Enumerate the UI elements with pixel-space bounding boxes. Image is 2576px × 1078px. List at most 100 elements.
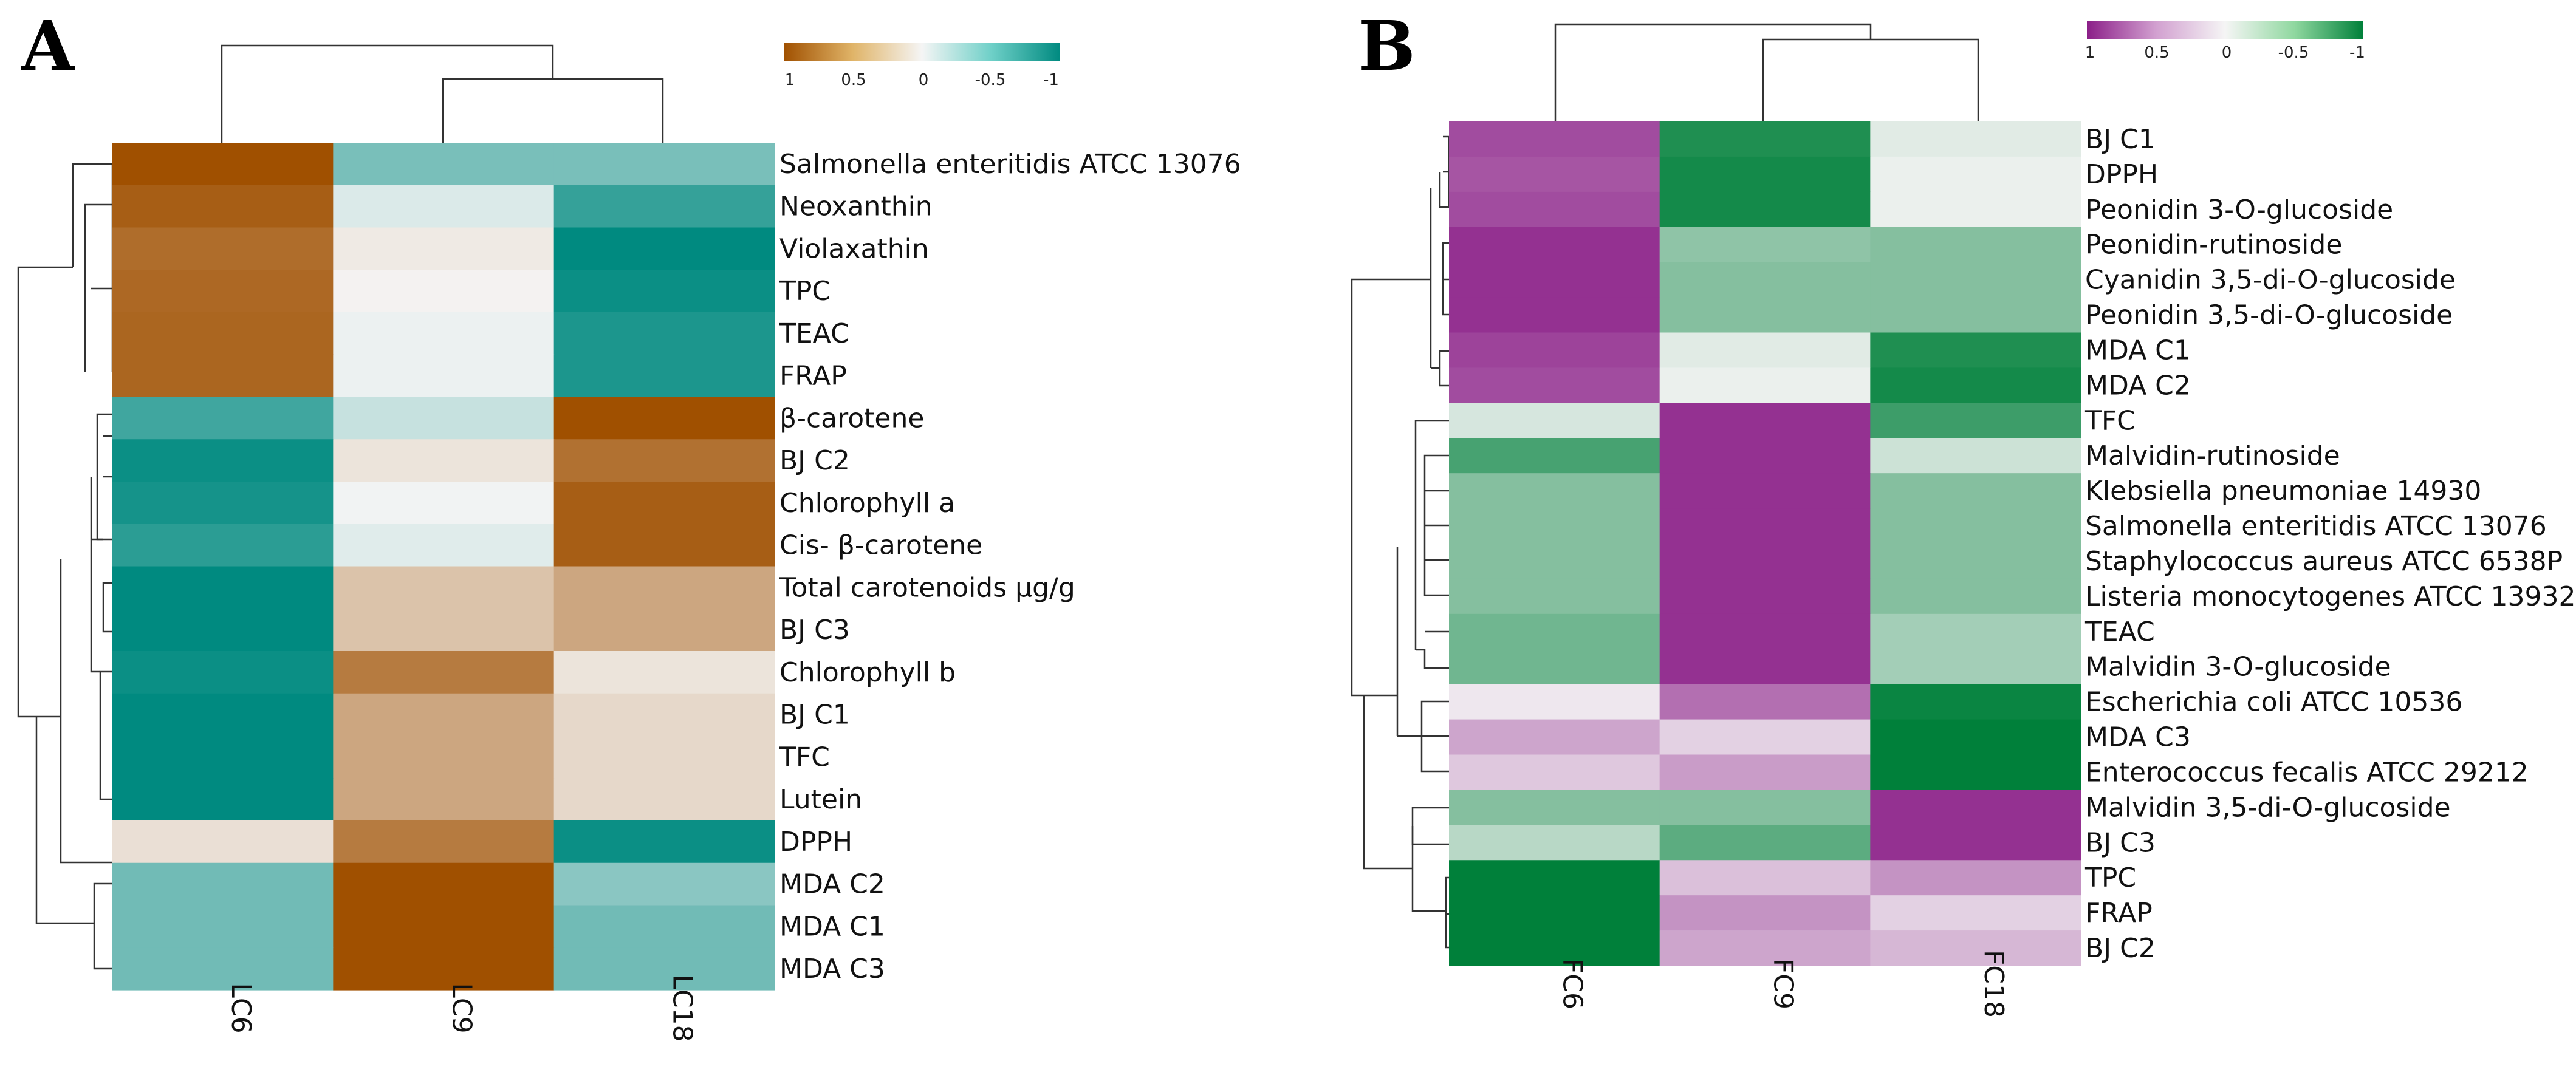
panel-b-cell: [1870, 825, 2081, 861]
panel-a-cell: [333, 820, 555, 864]
panel-b-column-label: FC6: [1557, 958, 1588, 1009]
panel-a-row-dendrogram: [17, 163, 114, 970]
panel-b-row-label: TPC: [2084, 862, 2136, 893]
panel-a-column-label: LC18: [667, 974, 698, 1042]
panel-b-cell: [1449, 332, 1660, 369]
panel-a-cell: [112, 185, 334, 228]
panel-b-column-label: FC9: [1767, 958, 1798, 1009]
panel-a-cell: [333, 397, 555, 440]
panel-a-cell: [112, 143, 334, 186]
panel-a-cell: [112, 270, 334, 313]
panel-b-row-label: Malvidin 3,5-di-O-glucoside: [2085, 792, 2451, 823]
panel-a-cell: [553, 862, 775, 906]
panel-a-cell: [112, 778, 334, 821]
panel-a-cell: [112, 651, 334, 694]
panel-b-column-labels: FC6 FC9 FC18: [1557, 950, 2009, 1018]
panel-a-legend-gradient: [784, 43, 1060, 61]
panel-a-row-label: DPPH: [779, 827, 852, 858]
panel-b-cell: [1449, 227, 1660, 263]
panel-b-cell: [1870, 649, 2081, 685]
panel-b-row-label: MDA C2: [2085, 370, 2191, 401]
panel-b-cell: [1659, 860, 1871, 896]
panel-a-row-label: TPC: [779, 276, 831, 307]
panel-b-row-label: Cyanidin 3,5-di-O-glucoside: [2085, 265, 2456, 296]
panel-a-cell: [112, 354, 334, 398]
panel-b-row-label: Staphylococcus aureus ATCC 6538P: [2085, 546, 2563, 577]
panel-b-cell: [1659, 438, 1871, 474]
panel-a-cell: [333, 524, 555, 567]
panel-a-cell: [553, 905, 775, 948]
panel-a-cell: [112, 312, 334, 355]
panel-a-cell: [112, 439, 334, 482]
panel-b-legend-tick: 0: [2222, 44, 2232, 62]
panel-a-row-label: Salmonella enteritidis ATCC 13076: [779, 149, 1241, 180]
panel-b-row-label: BJ C3: [2085, 827, 2156, 858]
panel-a-cell: [553, 143, 775, 186]
panel-a-cell: [333, 862, 555, 906]
panel-b-row-label: Peonidin 3-O-glucoside: [2085, 194, 2393, 225]
panel-b-row-dendrogram: [1351, 135, 1450, 949]
panel-b-row-label: MDA C1: [2085, 335, 2191, 366]
panel-a-cell: [333, 609, 555, 652]
panel-b-column-label: FC18: [1978, 950, 2009, 1018]
panel-a-cells: [112, 143, 775, 991]
panel-b-cell: [1870, 367, 2081, 403]
panel-b-row-labels: BJ C1 DPPH Peonidin 3-O-glucoside Peonidin-…: [2084, 124, 2576, 964]
panel-b-cell: [1449, 649, 1660, 685]
panel-a-cell: [553, 693, 775, 737]
panel-a-row-label: Total carotenoids μg/g: [779, 572, 1075, 603]
panel-a-cell: [112, 566, 334, 609]
panel-b-legend-gradient: [2087, 21, 2363, 39]
panel-b-cell: [1659, 825, 1871, 861]
panel-a-cell: [333, 651, 555, 694]
panel-a-row-label: Violaxathin: [779, 233, 929, 264]
panel-b-cell: [1870, 895, 2081, 931]
panel-a-cell: [553, 524, 775, 567]
panel-a-row-labels: Salmonella enteritidis ATCC 13076 Neoxant…: [779, 149, 1241, 984]
panel-b-cell: [1449, 578, 1660, 615]
panel-a-row-label: FRAP: [779, 361, 847, 392]
panel-a-cell: [112, 947, 334, 991]
panel-b-cell: [1659, 719, 1871, 756]
panel-a-cell: [333, 947, 555, 991]
panel-b-cell: [1870, 262, 2081, 298]
panel-a-row-label: BJ C1: [779, 700, 850, 731]
panel-b-cell: [1659, 754, 1871, 791]
panel-b-row-label: TFC: [2084, 405, 2136, 436]
panel-a-cell: [112, 862, 334, 906]
panel-a-cell: [333, 439, 555, 482]
panel-a-cell: [333, 143, 555, 186]
panel-a-letter: A: [21, 7, 75, 86]
panel-b-cell: [1870, 156, 2081, 193]
panel-b-color-legend: 1 0.5 0 -0.5 -1: [2085, 21, 2365, 62]
panel-a-cell: [553, 482, 775, 525]
panel-b-cell: [1449, 754, 1660, 791]
panel-b-cell: [1659, 790, 1871, 825]
panel-b-cell: [1659, 649, 1871, 685]
panel-a-cell: [553, 439, 775, 482]
panel-b-cell: [1659, 403, 1871, 438]
panel-b-legend-tick: -1: [2349, 44, 2365, 62]
panel-b-cell: [1449, 156, 1660, 193]
panel-a-legend-tick: -0.5: [975, 71, 1006, 89]
panel-b-row-label: Enterococcus fecalis ATCC 29212: [2085, 757, 2529, 788]
panel-b-cell: [1870, 684, 2081, 720]
panel-a-cell: [553, 270, 775, 313]
panel-b-cell: [1449, 544, 1660, 579]
panel-a-cell: [333, 354, 555, 398]
panel-a-row-label: TFC: [779, 742, 830, 773]
panel-b-cell: [1659, 191, 1871, 228]
panel-a-cell: [553, 735, 775, 779]
panel-b-cell: [1870, 191, 2081, 228]
panel-a-color-legend: 1 0.5 0 -0.5 -1: [784, 43, 1060, 89]
panel-a-cell: [333, 227, 555, 270]
panel-b-cell: [1870, 719, 2081, 756]
panel-b-cell: [1870, 790, 2081, 825]
panel-b-row-label: BJ C1: [2085, 124, 2156, 155]
panel-b-cell: [1870, 438, 2081, 474]
panel-b-cell: [1870, 578, 2081, 615]
panel-b-cell: [1870, 544, 2081, 579]
panel-a-cell: [553, 778, 775, 821]
panel-a-column-label: LC9: [446, 983, 477, 1033]
